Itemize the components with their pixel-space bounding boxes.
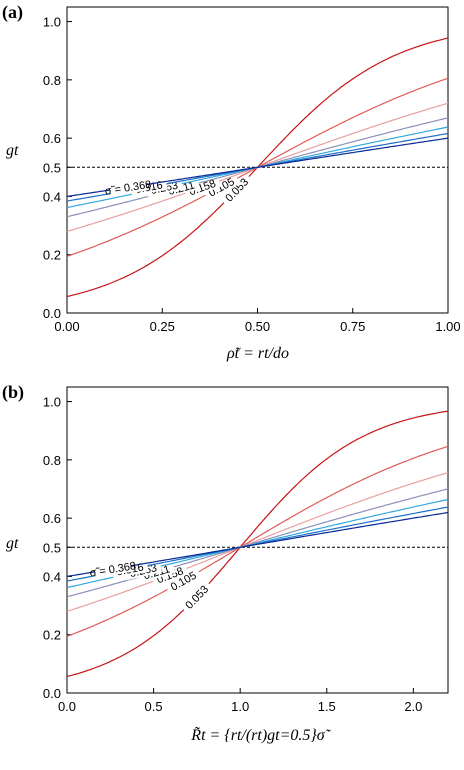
y-tick-label: 0.8 — [43, 73, 61, 88]
x-tick-label: 0.25 — [150, 319, 175, 334]
series-line-0.053 — [66, 410, 449, 678]
chart-panel-a: (a) 0.00 0.25 0.50 0.75 1.00 0.0 0.2 0.4 0.5 0.6 0.… — [2, 2, 461, 362]
x-tick-label: 0.5 — [145, 699, 163, 714]
y-tick-label: 0.6 — [43, 511, 61, 526]
curve-label-bg — [218, 171, 254, 207]
curve-label-bg — [108, 176, 147, 196]
x-tick-label: 0.00 — [54, 319, 79, 334]
y-axis-label: gt — [6, 535, 19, 552]
curve-label-bg — [163, 564, 202, 595]
y-tick-label: 0.0 — [43, 306, 61, 321]
y-tick-label: 1.0 — [43, 395, 61, 410]
x-tick-label: 1.5 — [318, 699, 336, 714]
plot-frame — [66, 6, 449, 314]
y-tick-label: 1.0 — [43, 15, 61, 30]
curve-label-bg — [178, 578, 214, 615]
series-line-0.368 — [66, 511, 449, 577]
y-tick-label: 0.6 — [43, 131, 61, 146]
plot-frame — [66, 386, 449, 694]
chart-panel-b: (b) 0.0 0.5 1.0 1.5 2.0 0.0 0.2 0.4 0.5 0.6 0.8 1.0 g… — [2, 382, 449, 744]
x-tick-label: 0.75 — [340, 319, 365, 334]
y-axis-label: gt — [6, 142, 19, 159]
y-tick-label: 0.4 — [43, 569, 61, 584]
series-line-0.211 — [66, 488, 449, 598]
x-axis-label: R̃t = {rt/(rt)gt=0.5}σ̃ — [190, 726, 331, 744]
x-tick-label: 1.00 — [435, 319, 460, 334]
y-tick-label: 0.4 — [43, 189, 61, 204]
x-axis-label: ρ̃t = rt/do — [226, 345, 289, 362]
panel-label: (a) — [2, 2, 23, 23]
y-tick-label: 0.5 — [43, 160, 61, 175]
x-tick-label: 0.0 — [58, 699, 76, 714]
curve-label-bg — [93, 558, 132, 578]
y-tick-label: 0.2 — [43, 628, 61, 643]
x-tick-label: 1.0 — [231, 699, 249, 714]
x-tick-label: 2.0 — [404, 699, 422, 714]
panel-label: (b) — [2, 382, 24, 403]
y-tick-label: 0.5 — [43, 540, 61, 555]
y-tick-label: 0.8 — [43, 453, 61, 468]
y-tick-label: 0.0 — [43, 686, 61, 701]
x-tick-label: 0.50 — [245, 319, 270, 334]
series-line-0.158 — [66, 472, 449, 612]
series-line-0.105 — [66, 445, 449, 637]
y-tick-label: 0.2 — [43, 248, 61, 263]
